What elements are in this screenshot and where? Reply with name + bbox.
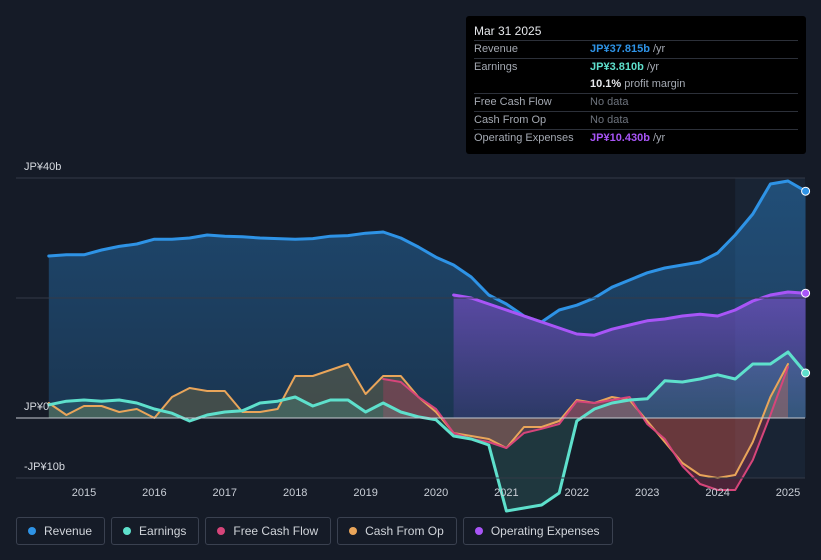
legend-label: Revenue [44,524,93,538]
legend: Revenue Earnings Free Cash Flow Cash Fro… [16,517,613,545]
tooltip-row-earnings: Earnings JP¥3.810b /yr [474,58,798,76]
tooltip-date: Mar 31 2025 [474,24,542,38]
x-tick-label: 2024 [705,487,729,499]
x-tick-label: 2017 [213,487,237,499]
chart-marks: JP¥40b JP¥0 -JP¥10b 2015 2016 2017 2018 2019 202… [16,161,811,499]
legend-item-earnings[interactable]: Earnings [111,517,200,545]
tooltip-label [474,76,590,93]
legend-label: Operating Expenses [490,524,600,538]
tooltip-value: JP¥3.810b [590,61,644,73]
tooltip-unit: /yr [646,61,660,73]
y-tick-label: JP¥40b [24,161,61,173]
series-end-point [801,288,811,298]
cash-from-op-area [48,364,789,478]
legend-label: Cash From Op [365,524,444,538]
legend-item-cash-from-op[interactable]: Cash From Op [337,517,457,545]
tooltip-label: Earnings [474,61,518,73]
legend-label: Earnings [139,524,187,538]
tooltip-unit: /yr [652,132,666,144]
series-areas [48,178,806,511]
x-tick-label: 2020 [424,487,448,499]
legend-item-revenue[interactable]: Revenue [16,517,106,545]
x-tick-label: 2023 [635,487,659,499]
tooltip-value: JP¥37.815b [590,43,650,55]
free-cash-flow-area [383,367,788,490]
tooltip-row-revenue: Revenue JP¥37.815b /yr [474,40,798,58]
tooltip: Mar 31 2025 Revenue JP¥37.815b /yr Earni… [466,16,806,154]
tooltip-value: JP¥10.430b [590,132,650,144]
x-tick-label: 2019 [353,487,377,499]
legend-dot-icon [28,527,36,535]
tooltip-label: Free Cash Flow [474,96,552,108]
revenue-line [47,179,808,324]
x-tick-label: 2021 [494,487,518,499]
free-cash-flow-line [382,366,789,491]
tooltip-label: Revenue [474,43,519,55]
tooltip-row-margin: 10.1% profit margin [474,76,798,93]
tooltip-unit: /yr [652,43,666,55]
tooltip-row-opex: Operating Expenses JP¥10.430b /yr [474,129,798,147]
legend-dot-icon [217,527,226,535]
x-tick-label: 2016 [142,487,166,499]
tooltip-value: No data [590,114,629,126]
series-end-point [801,368,811,378]
legend-item-operating-expenses[interactable]: Operating Expenses [462,517,613,545]
tooltip-row-fcf: Free Cash Flow No data [474,93,798,111]
tooltip-label: Operating Expenses [474,132,574,144]
operating-expenses-line [452,290,808,337]
tooltip-value: No data [590,96,629,108]
tooltip-label: Cash From Op [474,114,547,126]
x-tick-label: 2018 [283,487,307,499]
tooltip-row-cfo: Cash From Op No data [474,111,798,129]
legend-dot-icon [474,527,483,535]
tooltip-value: 10.1% [590,78,622,90]
tooltip-unit: profit margin [624,78,686,90]
y-tick-label: JP¥0 [24,401,49,413]
legend-item-free-cash-flow[interactable]: Free Cash Flow [205,517,332,545]
legend-label: Free Cash Flow [233,524,319,538]
x-tick-label: 2022 [565,487,589,499]
x-tick-label: 2015 [72,487,96,499]
x-tick-label: 2025 [776,487,800,499]
series-end-point [801,186,811,196]
legend-dot-icon [123,527,132,535]
y-tick-label: -JP¥10b [24,461,65,473]
legend-dot-icon [349,527,358,535]
